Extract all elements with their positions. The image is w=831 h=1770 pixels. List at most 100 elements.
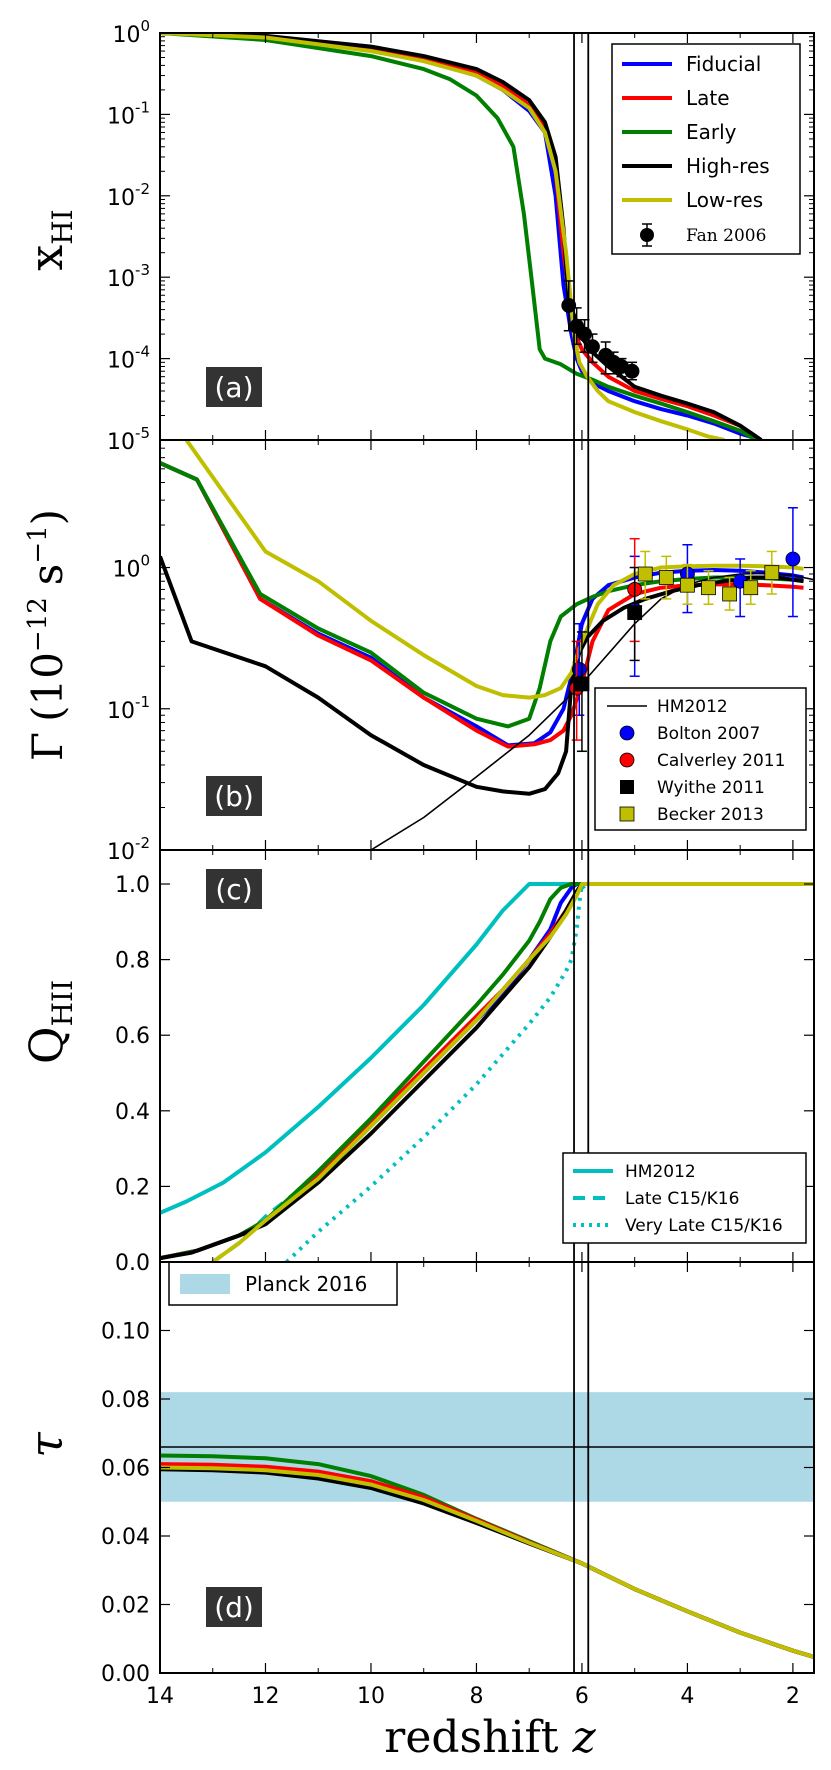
x-tick-label: 4	[680, 1684, 694, 1709]
legend-b: HM2012 Bolton 2007 Calverley 2011 Wyithe…	[594, 687, 807, 831]
y-tick-label: 0.00	[101, 1662, 150, 1687]
svg-text:Fan 2006: Fan 2006	[686, 226, 766, 246]
panel-tag-c: (c)	[206, 869, 262, 909]
panel-frames	[159, 32, 815, 1674]
ylabel-d: τ	[19, 1431, 73, 1458]
panel-0-data	[160, 33, 763, 440]
obs-fan-2006-7	[624, 361, 640, 381]
y-tick-label: 0.2	[115, 1175, 150, 1200]
obs-becker-2013-5	[743, 569, 759, 605]
svg-text:HM2012: HM2012	[625, 1162, 696, 1182]
y-tick-label: 0.02	[101, 1594, 150, 1619]
y-tick-label: 0.4	[115, 1100, 150, 1125]
svg-text:Wyithe 2011: Wyithe 2011	[657, 778, 765, 798]
panel-2-data	[160, 882, 814, 1262]
obs-bolton-2007-0	[571, 622, 587, 716]
legend-b-wyithe2011: Wyithe 2011	[620, 778, 765, 798]
legend-a-late: Late	[622, 86, 730, 110]
legend-a: Fiducial Late Early High-res Low-res Fan…	[611, 43, 801, 255]
legend-c-latec15k16: Late C15/K16	[573, 1189, 739, 1209]
obs-becker-2013-1	[658, 555, 674, 600]
svg-text:Low-res: Low-res	[686, 188, 763, 212]
svg-text:τ: τ	[19, 1431, 73, 1458]
obs-bolton-2007-4	[785, 507, 801, 618]
svg-text:HM2012: HM2012	[657, 697, 728, 717]
obs-wyithe-2011-1	[627, 566, 643, 662]
x-tick-label: 10	[357, 1684, 385, 1709]
svg-text:Very Late C15/K16: Very Late C15/K16	[625, 1216, 783, 1236]
x-tick-label: 12	[251, 1684, 279, 1709]
series-2-low-res	[211, 882, 814, 1262]
legend-c-verylatec15k16: Very Late C15/K16	[573, 1216, 783, 1236]
svg-text:Bolton 2007: Bolton 2007	[657, 724, 760, 744]
svg-text:Becker 2013: Becker 2013	[657, 805, 764, 825]
legend-c-hm2012: HM2012	[573, 1162, 696, 1182]
legend-b-bolton2007: Bolton 2007	[619, 724, 760, 744]
series-0-low-res	[160, 33, 725, 440]
y-ticks-1: 100 10-1 10-2	[107, 439, 814, 865]
svg-text:Late C15/K16: Late C15/K16	[625, 1189, 739, 1209]
obs-becker-2013-0	[637, 550, 653, 600]
svg-text:(c): (c)	[215, 873, 252, 906]
y-tick-label: 10-3	[107, 261, 150, 292]
series-1-early	[160, 461, 804, 729]
x-tick-labels: 14 12 10 8 6 4 2	[146, 1684, 800, 1709]
legend-a-fan2006: Fan 2006	[640, 223, 766, 247]
obs-becker-2013-6	[764, 550, 780, 595]
series-2-very-late-c15-k16	[285, 883, 584, 1262]
y-tick-label: 10-5	[107, 424, 150, 455]
legend-a-highres: High-res	[622, 154, 770, 178]
svg-text:Calverley 2011: Calverley 2011	[657, 751, 785, 771]
y-tick-label: 0.8	[115, 949, 150, 974]
y-tick-label: 1.0	[115, 873, 150, 898]
x-tick-label: 2	[786, 1684, 800, 1709]
svg-text:Early: Early	[686, 120, 737, 144]
x-tick-label: 6	[575, 1684, 589, 1709]
panel-tag-b: (b)	[206, 776, 262, 816]
legend-b-calverley2011: Calverley 2011	[619, 751, 785, 771]
y-tick-label: 100	[112, 17, 150, 48]
y-ticks-0: 100 10-1 10-2 10-3 10-4 10-5	[107, 17, 814, 455]
legend-a-lowres: Low-res	[622, 188, 763, 212]
svg-text:High-res: High-res	[686, 154, 770, 178]
x-tick-label: 14	[146, 1684, 174, 1709]
legend-c: HM2012 Late C15/K16 Very Late C15/K16	[562, 1152, 807, 1244]
legend-a-early: Early	[622, 120, 737, 144]
x-axis-label: redshift z	[384, 1712, 596, 1763]
series-0-early	[160, 33, 758, 440]
legend-b-hm2012: HM2012	[607, 697, 728, 717]
series-3-low-res	[160, 1465, 814, 1659]
panel-3-data	[160, 1392, 814, 1659]
x-tick-label: 8	[469, 1684, 483, 1709]
y-tick-label: 0.04	[101, 1525, 150, 1550]
panel-1-data	[160, 440, 814, 850]
ylabel-c: QHII	[19, 980, 79, 1064]
legend-a-fiducial: Fiducial	[622, 52, 761, 76]
y-tick-label: 10-1	[107, 98, 150, 129]
plot-layer: 100 10-1 10-2 10-3 10-4 10-5 100 10-1 10-2 0.0 0.2…	[101, 17, 814, 1709]
svg-text:(a): (a)	[214, 371, 253, 404]
panel-tag-d: (d)	[206, 1587, 262, 1627]
legend-d: Planck 2016	[168, 1261, 398, 1306]
panel-tag-a: (a)	[206, 367, 262, 407]
svg-text:Planck 2016: Planck 2016	[245, 1272, 367, 1296]
y-tick-label: 10-1	[107, 693, 150, 724]
svg-text:(b): (b)	[214, 780, 254, 813]
y-tick-label: 0.10	[101, 1320, 150, 1345]
obs-becker-2013-4	[722, 576, 738, 611]
svg-text:(d): (d)	[214, 1591, 254, 1624]
y-tick-label: 0.06	[101, 1457, 150, 1482]
ylabel-a: xHI	[19, 209, 79, 270]
svg-text:xHI: xHI	[19, 209, 79, 270]
y-tick-label: 0.0	[115, 1251, 150, 1276]
legend-b-becker2013: Becker 2013	[619, 805, 764, 825]
y-tick-label: 10-2	[107, 180, 150, 211]
panel-frame-3	[159, 1261, 815, 1674]
y-tick-label: 10-4	[107, 343, 150, 374]
obs-fan-2006-0	[561, 280, 577, 332]
ylabel-b: Γ(10−12s−1)	[23, 509, 72, 761]
y-tick-label: 100	[112, 552, 150, 583]
obs-becker-2013-3	[701, 569, 716, 605]
obs-wyithe-2011-0	[574, 631, 590, 753]
